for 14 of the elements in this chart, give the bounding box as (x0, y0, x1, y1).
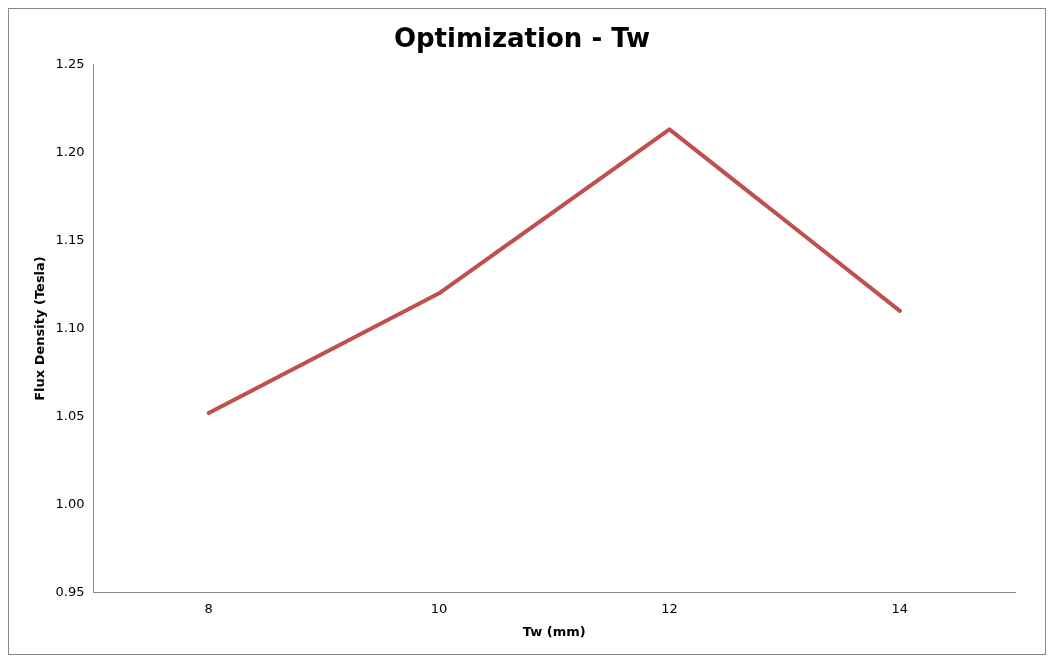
y-tick-label: 1.00 (55, 496, 85, 512)
y-tick-label: 1.15 (55, 231, 85, 247)
chart-title: Optimization - Tw (393, 23, 651, 54)
y-axis-title: Flux Density (Tesla) (32, 256, 48, 401)
x-axis-title: Tw (mm) (522, 623, 586, 639)
x-tick-label: 12 (661, 600, 678, 616)
x-tick-label: 8 (204, 600, 213, 616)
y-tick-label: 1.20 (55, 143, 85, 159)
x-tick-label: 10 (430, 600, 448, 616)
y-tick-label: 0.95 (55, 584, 85, 600)
x-tick-label: 14 (891, 600, 909, 616)
y-tick-label: 1.25 (55, 55, 85, 71)
y-tick-label: 1.10 (55, 319, 85, 335)
y-tick-label: 1.05 (55, 407, 85, 423)
